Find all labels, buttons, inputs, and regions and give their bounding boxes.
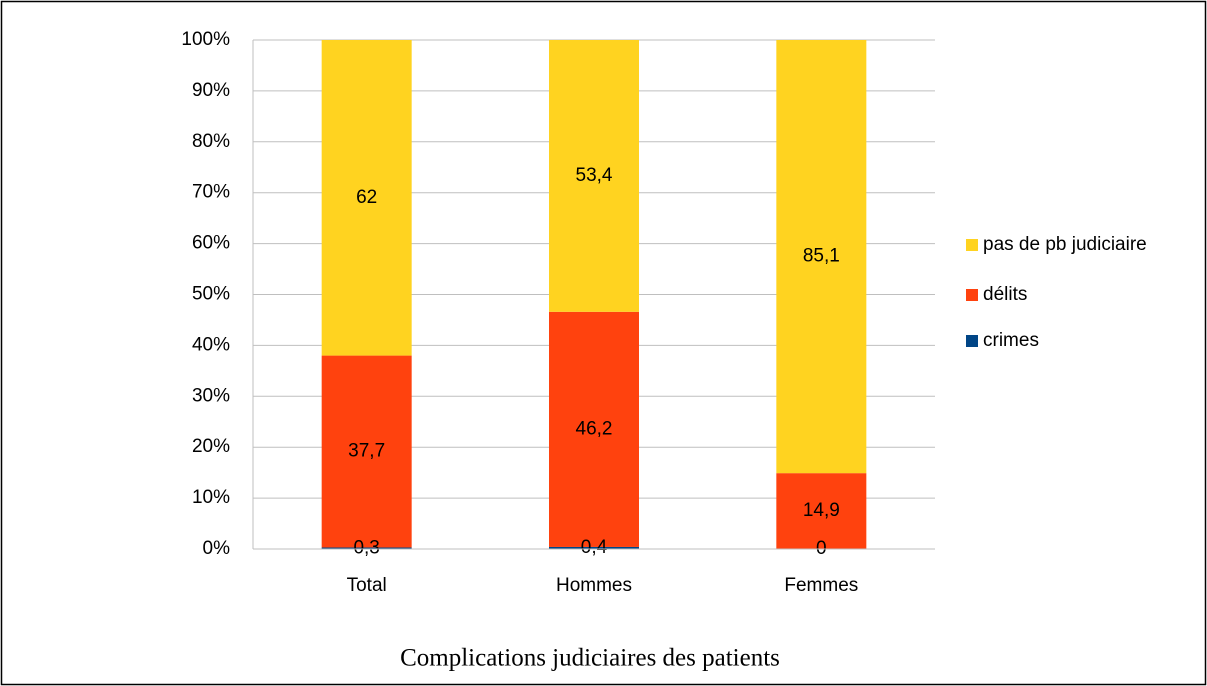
legend-swatch xyxy=(966,289,978,301)
legend-swatch xyxy=(966,335,978,347)
y-tick-label: 70% xyxy=(192,182,230,203)
bar-segment xyxy=(321,40,412,356)
bar-segment xyxy=(321,547,412,549)
data-label: 46,2 xyxy=(576,418,613,439)
bar-segment xyxy=(549,40,639,312)
data-label: 0,4 xyxy=(581,537,608,558)
y-tick-label: 100% xyxy=(181,29,230,50)
chart-title: Complications judiciaires des patients xyxy=(400,645,780,672)
legend-label: pas de pb judiciaire xyxy=(983,234,1147,255)
y-tick-label: 60% xyxy=(192,233,230,254)
bar-segment xyxy=(776,473,867,549)
x-tick-label: Total xyxy=(347,575,387,596)
bar-segment xyxy=(776,40,867,474)
x-tick-label: Femmes xyxy=(784,575,858,596)
data-label: 14,9 xyxy=(803,500,840,521)
data-label: 37,7 xyxy=(348,441,385,462)
y-tick-label: 80% xyxy=(192,131,230,152)
data-label: 85,1 xyxy=(803,246,840,267)
bar-segment xyxy=(321,355,412,548)
y-tick-label: 40% xyxy=(192,334,230,355)
legend-label: délits xyxy=(983,284,1027,305)
y-tick-label: 90% xyxy=(192,80,230,101)
data-label: 62 xyxy=(356,187,377,208)
legend-label: crimes xyxy=(983,330,1039,351)
bar-segment xyxy=(549,546,639,549)
y-tick-label: 30% xyxy=(192,385,230,406)
y-tick-label: 0% xyxy=(203,538,231,559)
data-label: 53,4 xyxy=(576,165,613,186)
legend-swatch xyxy=(966,239,978,251)
y-tick-label: 50% xyxy=(192,284,230,305)
data-label: 0,3 xyxy=(353,537,379,558)
y-tick-label: 20% xyxy=(192,436,230,457)
bar-segment xyxy=(549,311,639,547)
y-tick-label: 10% xyxy=(192,487,230,508)
x-tick-label: Hommes xyxy=(556,575,632,596)
